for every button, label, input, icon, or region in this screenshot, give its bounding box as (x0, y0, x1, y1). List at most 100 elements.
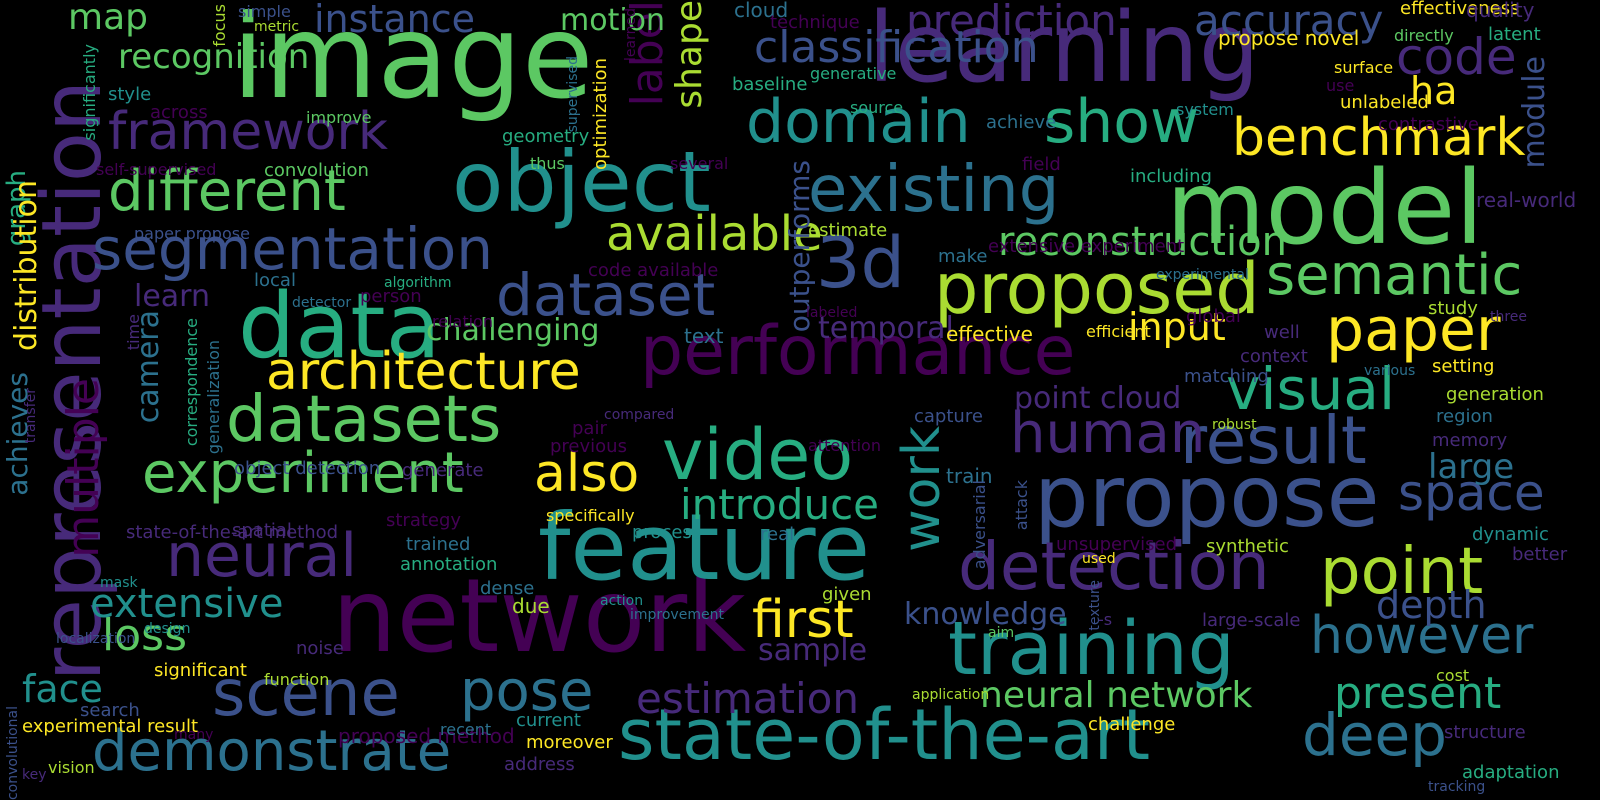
word-time: time (124, 314, 143, 351)
word-style: style (108, 84, 152, 105)
word-noise: noise (296, 638, 344, 659)
word-many: many (174, 727, 214, 743)
word-source: source (850, 98, 904, 117)
word-semantic: semantic (1266, 243, 1523, 308)
word-person: person (360, 286, 422, 307)
word-model: model (1166, 149, 1484, 268)
word-generation: generation (1446, 384, 1544, 405)
word-introduce: introduce (680, 480, 880, 529)
word-work: work (892, 426, 952, 552)
word-network: network (332, 557, 747, 676)
word-text: text (684, 324, 724, 348)
word-visual: visual (1226, 355, 1396, 423)
word-significantly: significantly (80, 44, 99, 141)
word-attack: attack (1012, 480, 1031, 531)
word-strategy: strategy (386, 510, 462, 531)
word-dynamic: dynamic (1472, 524, 1549, 545)
word-cost: cost (1436, 666, 1470, 685)
word-recent: recent (440, 720, 492, 739)
word-sample: sample (758, 633, 868, 668)
word-available: available (606, 206, 823, 262)
word-generalization: generalization (204, 340, 223, 455)
word-setting: setting (1432, 356, 1495, 377)
word-neural: neural (166, 521, 358, 591)
word-specifically: specifically (546, 506, 635, 525)
word-learning: learning (868, 0, 1260, 104)
word-improve: improve (306, 108, 372, 127)
word-capture: capture (914, 406, 983, 427)
word-latent: latent (1488, 24, 1541, 45)
word-map: map (68, 0, 148, 38)
word-accuracy: accuracy (1194, 0, 1384, 45)
word-extensive: extensive (90, 581, 284, 627)
word-global: global (1186, 306, 1241, 327)
word-use: use (1326, 76, 1355, 95)
word-achieve: achieve (986, 112, 1057, 133)
word-three: three (1490, 309, 1528, 325)
word-scene: scene (212, 657, 400, 731)
word-however: however (1310, 606, 1534, 666)
word-prediction: prediction (906, 0, 1117, 45)
word-due: due (512, 594, 550, 618)
word-detection: detection (958, 528, 1270, 605)
word-vision: vision (48, 758, 95, 777)
word-context: context (1240, 346, 1308, 367)
word-surface: surface (1334, 58, 1394, 77)
word-also: also (534, 444, 640, 504)
word-video: video (662, 414, 854, 496)
word-image: image (232, 0, 594, 125)
word-temporal: temporal (818, 311, 954, 346)
word-transfer: transfer (23, 388, 39, 444)
word-effectiveness: effectiveness (1400, 0, 1520, 19)
word-adversarial: adversarial (970, 480, 989, 570)
word-optimization: optimization (590, 58, 611, 170)
word-demonstrate: demonstrate (92, 719, 452, 784)
word-local: local (254, 270, 296, 291)
word-directly: directly (1394, 26, 1454, 45)
word-propose: propose (1034, 447, 1380, 547)
word-face: face (22, 667, 103, 711)
word-search: search (80, 700, 140, 721)
word-matching: matching (1184, 366, 1269, 387)
word-estimation: estimation (636, 674, 859, 723)
word-multiple: multiple (58, 378, 109, 558)
word-deep: deep (1302, 701, 1447, 769)
word-contrastive: contrastive (1378, 114, 1479, 135)
word-address: address (504, 754, 575, 775)
word-paper: paper (1326, 295, 1501, 365)
word-correspondence: correspondence (182, 318, 201, 447)
word-given: given (822, 584, 872, 605)
word-generative: generative (810, 64, 897, 83)
word-existing: existing (808, 153, 1060, 227)
word-first: first (752, 590, 854, 650)
word-learned: learned (623, 8, 639, 61)
word-real-world: real-world (1476, 188, 1577, 212)
word-synthetic: synthetic (1206, 536, 1289, 557)
word-distribution: distribution (9, 180, 44, 351)
word-system: system (1176, 100, 1234, 119)
word-aim: aim (988, 625, 1015, 641)
word-unsupervised: unsupervised (1056, 534, 1178, 555)
word-efficient: efficient (1086, 322, 1151, 341)
word-relation: relation (432, 312, 493, 331)
word-shape: shape (669, 0, 710, 109)
word-feature: feature (538, 494, 871, 601)
word-train: train (946, 464, 993, 488)
word-technique: technique (770, 12, 860, 33)
word-several: several (670, 154, 729, 173)
word-quality: quality (1466, 0, 1535, 22)
word-3d: 3d (816, 222, 905, 304)
word-training: training (948, 606, 1235, 692)
word-current: current (516, 710, 581, 731)
word-challenging: challenging (426, 313, 600, 348)
word-object: object (452, 133, 711, 231)
word-space: space (1398, 464, 1545, 522)
word-cloud: cloud (734, 0, 789, 22)
word-mask: mask (100, 575, 138, 591)
word-domain: domain (746, 87, 971, 157)
word-trained: trained (406, 534, 471, 555)
word-state-of-the-art: state-of-the-art (618, 694, 1151, 776)
word-annotation: annotation (400, 554, 498, 575)
word-improvement: improvement (630, 607, 724, 623)
word-supervised: supervised (565, 56, 581, 133)
